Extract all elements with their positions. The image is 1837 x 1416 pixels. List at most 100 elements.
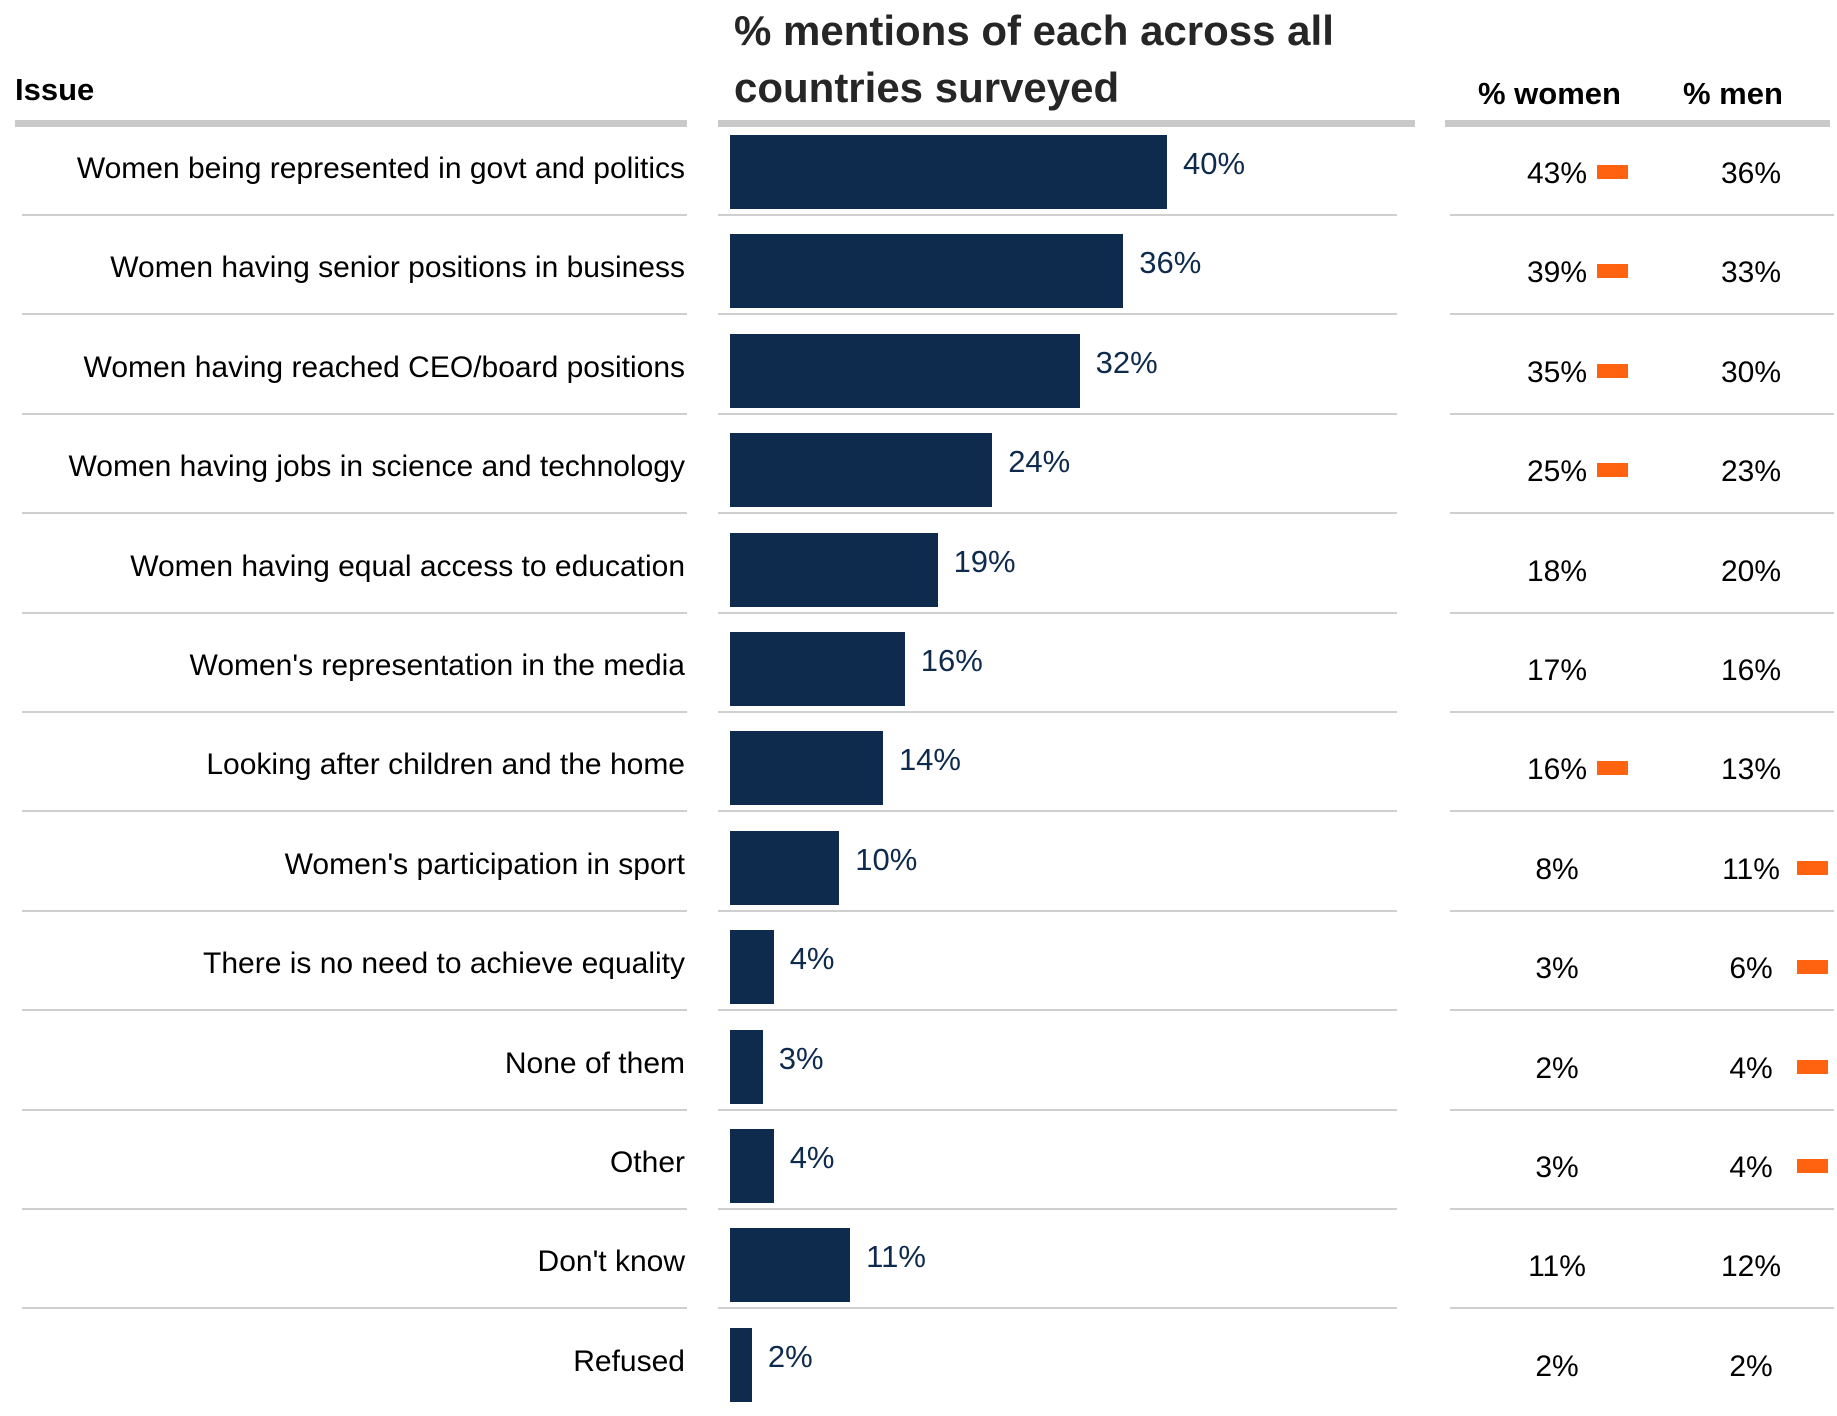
women-value: 3% bbox=[1535, 1151, 1579, 1184]
men-value: 4% bbox=[1729, 1051, 1773, 1085]
issue-header: Issue bbox=[15, 72, 95, 107]
bar bbox=[730, 135, 1167, 209]
row-separator bbox=[22, 711, 687, 713]
women-value: 2% bbox=[1535, 1051, 1579, 1085]
bar-value-label: 3% bbox=[778, 1040, 824, 1076]
row-separator bbox=[1450, 711, 1834, 713]
row-label: Women having jobs in science and technol… bbox=[68, 450, 686, 484]
chart-row: Women's participation in sport 10% 8% 11% bbox=[0, 820, 1837, 919]
row-separator bbox=[718, 909, 1397, 912]
chart-row: Refused 2% 2% 2% bbox=[0, 1317, 1837, 1416]
row-separator bbox=[22, 1307, 687, 1310]
row-separator bbox=[1450, 810, 1834, 813]
row-label: None of them bbox=[504, 1046, 685, 1080]
chart-row: Women having jobs in science and technol… bbox=[0, 422, 1837, 521]
men-value: 11% bbox=[1722, 852, 1780, 886]
women-higher-marker bbox=[1597, 761, 1628, 776]
row-separator bbox=[22, 313, 687, 316]
row-separator bbox=[718, 810, 1397, 813]
row-separator bbox=[1450, 512, 1834, 515]
row-separator bbox=[1450, 909, 1834, 912]
row-separator bbox=[1450, 214, 1834, 216]
men-higher-marker bbox=[1797, 1059, 1828, 1074]
chart-title: % mentions of each across all countries … bbox=[734, 7, 1334, 111]
row-separator bbox=[1450, 611, 1834, 614]
men-value: 16% bbox=[1720, 654, 1782, 687]
men-value: 13% bbox=[1720, 753, 1782, 787]
men-value: 20% bbox=[1720, 554, 1782, 588]
row-separator bbox=[22, 1009, 687, 1012]
chart-row: Looking after children and the home 14% 16… bbox=[0, 720, 1837, 819]
men-value: 2% bbox=[1729, 1349, 1773, 1383]
chart-row: Women being represented in govt and poli… bbox=[0, 124, 1837, 223]
bar-value-label: 24% bbox=[1008, 444, 1071, 480]
women-value: 43% bbox=[1526, 157, 1588, 190]
bar bbox=[730, 830, 840, 905]
row-separator bbox=[1450, 1009, 1834, 1012]
row-label: There is no need to achieve equality bbox=[203, 947, 685, 981]
row-separator bbox=[22, 412, 687, 415]
row-separator bbox=[22, 1208, 687, 1210]
chart-row: Women having reached CEO/board positions… bbox=[0, 323, 1837, 422]
row-separator bbox=[1450, 1108, 1834, 1111]
chart-row: There is no need to achieve equality 4% 3%… bbox=[0, 919, 1837, 1018]
women-value: 8% bbox=[1535, 852, 1579, 886]
women-value: 18% bbox=[1526, 554, 1588, 588]
women-value: 3% bbox=[1535, 952, 1579, 986]
men-header: % men bbox=[1683, 76, 1783, 111]
men-higher-marker bbox=[1797, 1159, 1828, 1173]
row-separator bbox=[718, 1307, 1397, 1310]
row-separator bbox=[1450, 313, 1834, 316]
row-separator bbox=[22, 512, 687, 515]
women-higher-marker bbox=[1597, 463, 1628, 478]
bar bbox=[730, 1327, 752, 1402]
bar bbox=[730, 930, 774, 1005]
women-value: 11% bbox=[1528, 1250, 1586, 1284]
bar-value-label: 10% bbox=[855, 841, 918, 877]
row-label: Women being represented in govt and poli… bbox=[76, 152, 685, 185]
row-label: Women's participation in sport bbox=[284, 847, 685, 881]
row-separator bbox=[22, 1108, 687, 1111]
chart-row: Women having equal access to education 19… bbox=[0, 522, 1837, 621]
row-separator bbox=[718, 611, 1397, 614]
men-higher-marker bbox=[1797, 860, 1828, 875]
men-value: 23% bbox=[1720, 455, 1782, 489]
women-higher-marker bbox=[1597, 363, 1628, 378]
row-separator bbox=[22, 909, 687, 912]
chart-row: Women's representation in the media 16% 17… bbox=[0, 621, 1837, 720]
women-higher-marker bbox=[1597, 165, 1628, 179]
row-separator bbox=[718, 412, 1397, 415]
row-separator bbox=[718, 1108, 1397, 1111]
bar-value-label: 19% bbox=[953, 543, 1016, 579]
row-label: Refused bbox=[573, 1344, 685, 1378]
row-label: Women having equal access to education bbox=[130, 549, 685, 583]
bar-value-label: 32% bbox=[1095, 344, 1158, 380]
men-higher-marker bbox=[1797, 960, 1828, 975]
men-value: 6% bbox=[1729, 952, 1773, 986]
women-value: 2% bbox=[1535, 1349, 1579, 1383]
bar-value-label: 40% bbox=[1183, 146, 1246, 181]
men-value: 36% bbox=[1720, 157, 1782, 190]
bar bbox=[730, 234, 1124, 309]
row-label: Women having reached CEO/board positions bbox=[83, 350, 685, 384]
men-value: 33% bbox=[1720, 256, 1782, 290]
bar-value-label: 2% bbox=[767, 1338, 813, 1374]
bar-value-label: 11% bbox=[866, 1239, 926, 1275]
row-separator bbox=[1450, 412, 1834, 415]
row-separator bbox=[718, 512, 1397, 515]
bar bbox=[730, 532, 938, 607]
bar-value-label: 4% bbox=[789, 941, 835, 977]
row-separator bbox=[718, 1009, 1397, 1012]
chart-header-rule bbox=[718, 120, 1415, 127]
chart-row: Other 4% 3% 4% bbox=[0, 1118, 1837, 1217]
row-separator bbox=[22, 611, 687, 614]
bar-value-label: 4% bbox=[789, 1140, 835, 1175]
row-label: Women's representation in the media bbox=[189, 649, 685, 682]
row-separator bbox=[718, 1208, 1397, 1210]
row-label: Don't know bbox=[537, 1245, 685, 1279]
bar bbox=[730, 1029, 763, 1104]
row-separator bbox=[22, 810, 687, 813]
women-value: 17% bbox=[1526, 654, 1588, 687]
